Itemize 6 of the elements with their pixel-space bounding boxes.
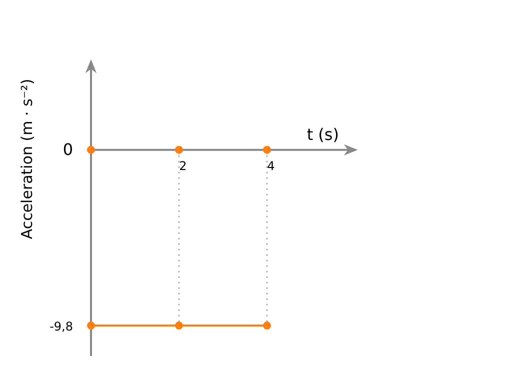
x-tick-label: 4	[267, 158, 275, 173]
x-tick-label: 2	[179, 158, 187, 173]
y-tick-label: -9,8	[50, 320, 73, 334]
y-axis-title: Acceleration (m · s⁻²)	[18, 78, 36, 240]
y-tick-label: 0	[62, 140, 73, 159]
x-axis-title: t (s)	[306, 124, 339, 144]
